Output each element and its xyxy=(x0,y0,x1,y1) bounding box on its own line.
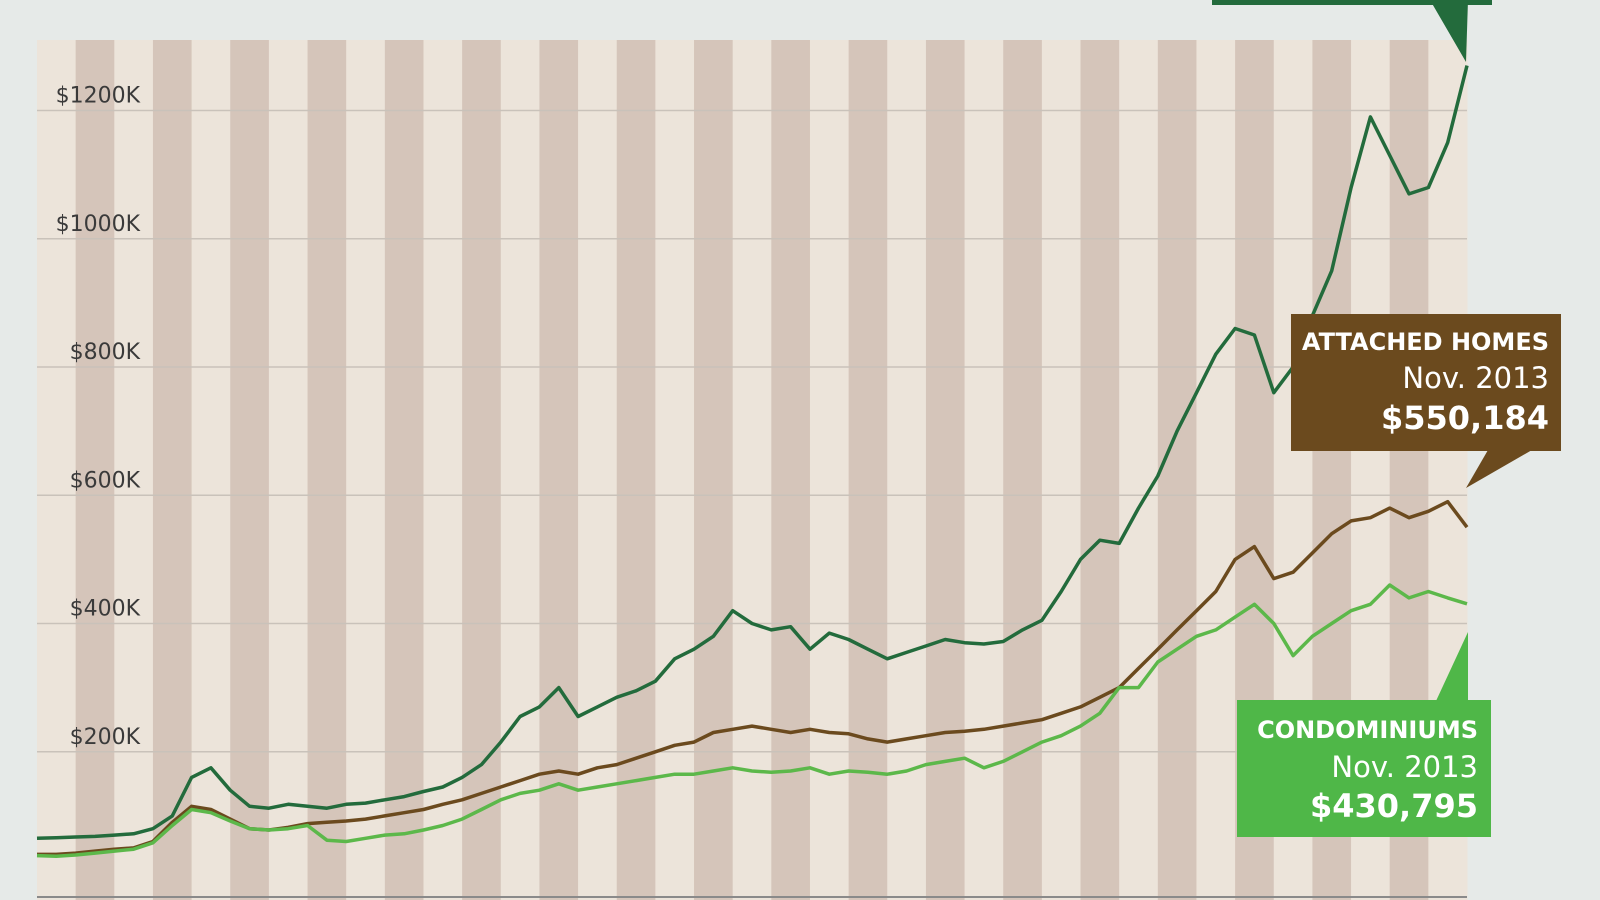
stripe xyxy=(887,40,927,900)
stripe xyxy=(694,40,734,900)
stripe xyxy=(152,40,193,900)
stripe xyxy=(1196,40,1236,900)
callout-title: ATTACHED HOMES xyxy=(1302,328,1549,356)
y-tick-label: $800K xyxy=(70,340,141,365)
stripe xyxy=(964,40,1004,900)
stripe xyxy=(268,40,309,900)
callout-box xyxy=(1291,314,1561,451)
detached-pointer xyxy=(1430,0,1468,62)
stripe xyxy=(1003,40,1043,900)
stripe xyxy=(75,40,115,900)
stripe xyxy=(191,40,231,900)
stripe xyxy=(1119,40,1159,900)
stripe xyxy=(346,40,386,900)
callout-value: $550,184 xyxy=(1381,399,1549,437)
stripe xyxy=(655,40,695,900)
y-tick-label: $400K xyxy=(70,597,141,622)
callout-date: Nov. 2013 xyxy=(1402,361,1549,395)
stripe xyxy=(37,40,77,900)
callout-title: CONDOMINIUMS xyxy=(1257,716,1478,744)
stripe xyxy=(771,40,811,900)
stripe xyxy=(732,40,772,900)
callout-pointer xyxy=(1436,632,1468,701)
stripe xyxy=(462,40,502,900)
series-line xyxy=(36,583,1468,859)
stripe xyxy=(848,40,888,900)
y-tick-label: $1000K xyxy=(56,212,141,237)
callout-pointer xyxy=(1466,450,1532,488)
stripe xyxy=(423,40,463,900)
series-line xyxy=(36,65,1469,841)
stripe xyxy=(1080,40,1120,900)
stripe xyxy=(1157,40,1197,900)
stripe xyxy=(230,40,270,900)
grid: $200K $400K $600K $800K $1000K $1200K xyxy=(37,84,1467,898)
y-tick-label: $1200K xyxy=(56,84,141,109)
callout-box xyxy=(1237,700,1491,837)
stripe xyxy=(539,40,579,900)
condo-callout: CONDOMINIUMS Nov. 2013 $430,795 xyxy=(1237,632,1491,837)
y-tick-label: $600K xyxy=(70,468,141,493)
lines xyxy=(36,65,1469,859)
stripe xyxy=(925,40,966,900)
attached-callout: ATTACHED HOMES Nov. 2013 $550,184 xyxy=(1291,314,1561,488)
stripe xyxy=(809,40,850,900)
stripe xyxy=(384,40,424,900)
stripe xyxy=(307,40,347,900)
stripe xyxy=(114,40,154,900)
stripe xyxy=(578,40,618,900)
y-tick-label: $200K xyxy=(70,725,141,750)
stripe xyxy=(616,40,656,900)
stripe xyxy=(500,40,540,900)
stripes xyxy=(37,40,1468,900)
callout-value: $430,795 xyxy=(1310,787,1478,825)
stripe xyxy=(1041,40,1082,900)
callout-date: Nov. 2013 xyxy=(1331,750,1478,784)
detached-box xyxy=(1212,0,1492,5)
